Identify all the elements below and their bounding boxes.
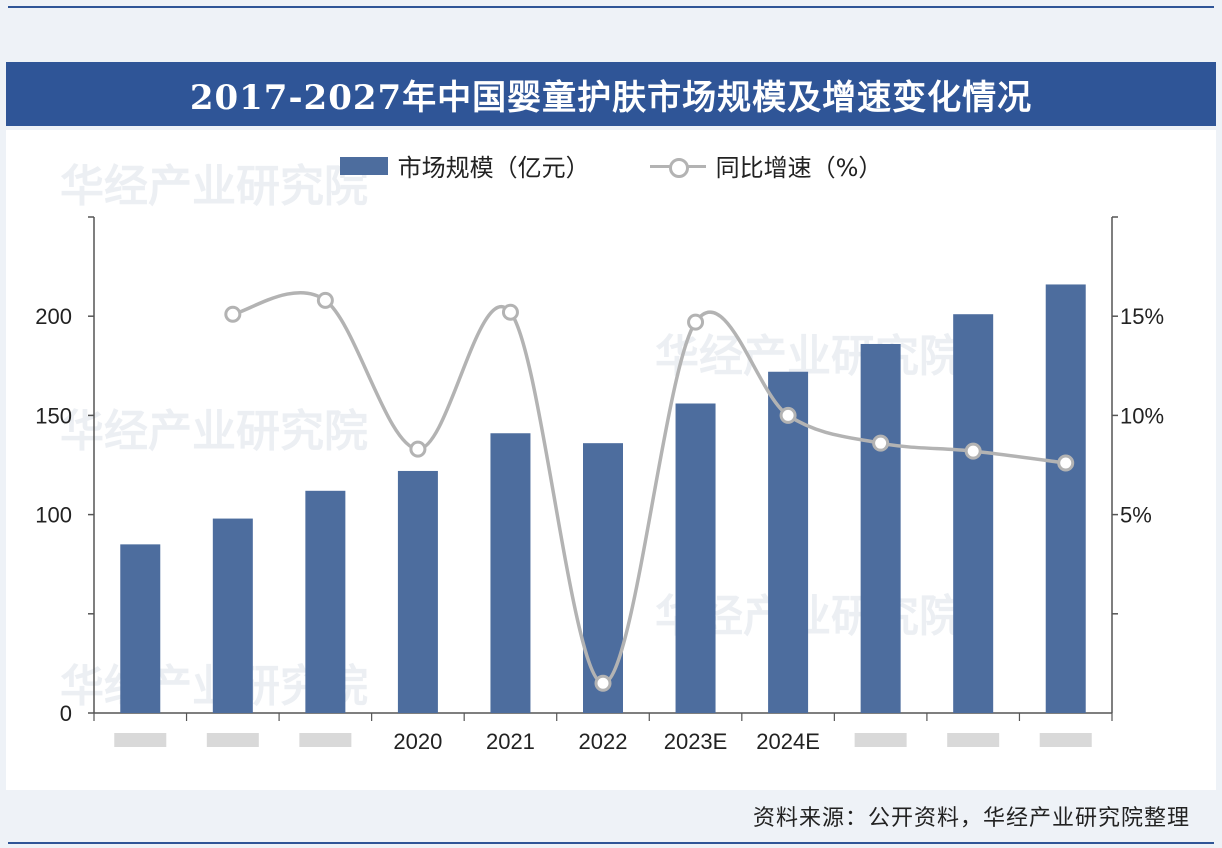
bar [860,343,901,713]
bar [397,470,438,713]
growth-point [409,440,427,458]
growth-point [316,291,334,309]
growth-point [501,303,519,321]
right-tick-label: 15% [1120,304,1164,329]
x-tick-label-blurred [114,733,167,747]
growth-point [1057,454,1075,472]
bar [675,403,716,713]
x-tick-label: 2020 [393,729,442,754]
x-tick-label: 2022 [579,729,628,754]
bar [120,544,161,713]
left-tick-label: 150 [35,403,72,428]
bar [490,433,531,713]
bottom-border [8,842,1214,844]
chart-title: 2017-2027年中国婴童护肤市场规模及增速变化情况 [189,77,1033,118]
x-tick-label-blurred [854,733,907,747]
growth-point [779,406,797,424]
left-tick-label: 0 [60,701,72,726]
legend-line-marker [649,156,706,178]
x-tick-label: 2023E [664,729,728,754]
legend-item-bar: 市场规模（亿元） [339,148,590,183]
legend-bar-swatch [339,156,388,175]
left-tick-label: 100 [35,503,72,528]
bar [953,314,994,713]
x-tick-label-blurred [299,733,352,747]
growth-line [232,291,1066,685]
growth-point [594,674,612,692]
title-bar: 2017-2027年中国婴童护肤市场规模及增速变化情况 [6,62,1216,126]
bar [212,518,253,713]
growth-point [687,313,705,331]
top-border [8,6,1214,8]
x-tick-label-blurred [206,733,259,747]
left-tick-label: 200 [35,304,72,329]
x-tick-label-blurred [1039,733,1092,747]
x-tick-label: 2021 [486,729,535,754]
legend-bar-label: 市场规模（亿元） [397,154,590,182]
legend-item-line: 同比增速（%） [649,148,883,183]
bar [1045,284,1086,713]
right-tick-label: 10% [1120,403,1164,428]
x-tick-label: 2024E [756,729,820,754]
bar [583,443,623,713]
x-tick-label-blurred [947,733,1000,747]
legend-line-label: 同比增速（%） [715,154,883,182]
legend: 市场规模（亿元） 同比增速（%） [0,148,1222,183]
growth-point [224,305,242,323]
growth-point [964,442,982,460]
bar [768,371,809,713]
source-note: 资料来源：公开资料，华经产业研究院整理 [752,806,1190,831]
bar [305,490,346,713]
growth-point [872,434,890,452]
right-tick-label: 5% [1120,503,1152,528]
